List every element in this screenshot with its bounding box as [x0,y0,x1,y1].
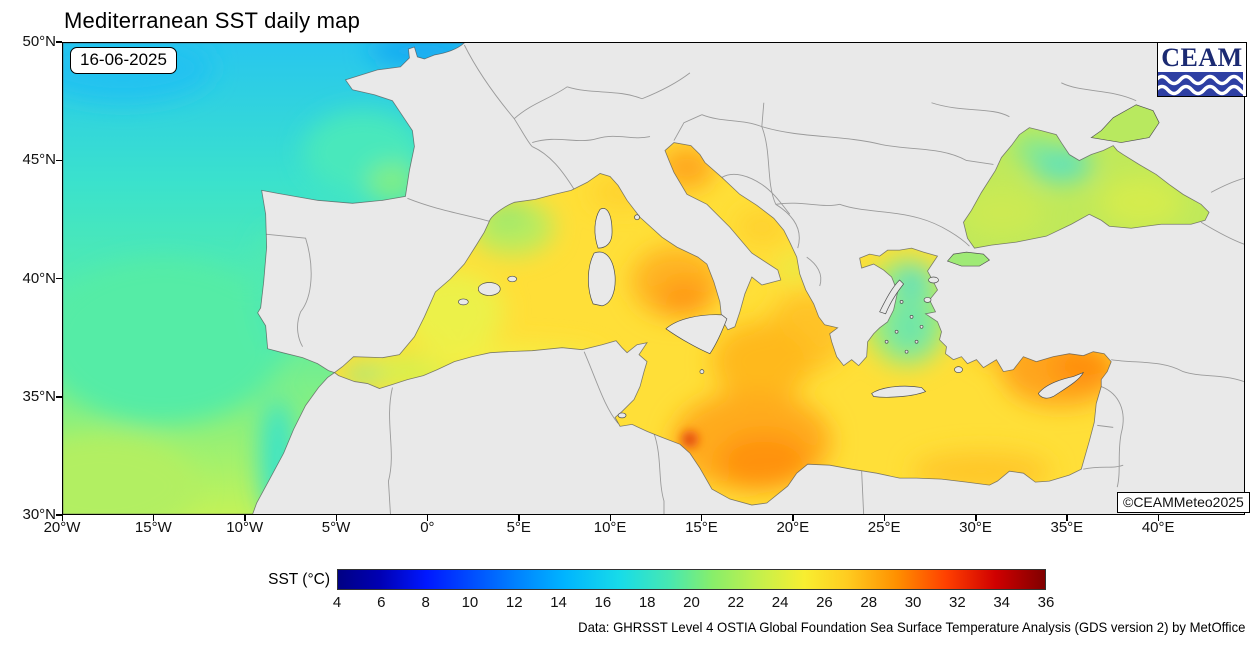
ceam-logo: CEAM [1157,42,1247,97]
x-tick-mark [426,515,429,521]
country-borders [265,44,1244,514]
map-plot-area [62,42,1245,515]
x-tick-label: 15°E [685,519,718,536]
colorbar-tick-label: 26 [816,594,833,611]
y-tick-label: 35°N [22,387,56,405]
x-tick-label: 40°E [1141,519,1175,536]
colorbar-tick-label: 14 [550,594,567,611]
sst-map [63,43,1244,514]
x-tick-label: 30°E [959,519,992,536]
y-tick-mark [56,277,62,280]
colorbar-tick-label: 20 [683,594,700,611]
colorbar-tick-label: 28 [860,594,878,611]
ceam-logo-text: CEAM [1161,43,1243,72]
x-tick-mark [152,515,155,521]
x-tick-label: 5°E [506,519,531,536]
x-tick-mark [883,515,886,521]
y-tick-label: 40°N [22,269,56,287]
colorbar-tick-label: 30 [904,594,922,611]
y-tick-label: 45°N [22,151,56,169]
y-tick-mark [56,41,62,43]
x-tick-label: 0° [420,519,435,536]
date-badge: 16-06-2025 [70,47,177,74]
colorbar [337,569,1046,590]
colorbar-tick-label: 16 [594,594,612,611]
page-title: Mediterranean SST daily map [64,8,361,33]
islands [457,208,1084,419]
data-attribution: Data: GHRSST Level 4 OSTIA Global Founda… [577,620,1245,635]
colorbar-tick-label: 10 [461,594,479,611]
x-tick-label: 20°E [776,519,810,536]
colorbar-tick-label: 22 [727,594,745,611]
colorbar-tick-label: 18 [638,594,656,611]
x-tick-mark [335,515,338,521]
x-tick-mark [1066,515,1068,521]
colorbar-tick-label: 6 [377,594,386,611]
colorbar-tick-label: 8 [421,594,430,611]
x-tick-mark [609,515,612,521]
x-tick-label: 35°E [1050,519,1084,536]
copyright-watermark: ©CEAMMeteo2025 [1117,492,1250,513]
colorbar-tick-label: 24 [771,594,789,611]
colorbar-tick-label: 32 [949,594,966,611]
colorbar-label: SST (°C) [268,571,330,588]
x-tick-mark [792,515,794,521]
x-tick-label: 25°E [867,519,901,536]
colorbar-tick-label: 4 [332,594,342,611]
colorbar-tick-label: 36 [1037,594,1055,611]
x-tick-label: 10°W [226,519,264,536]
colorbar-tick-label: 12 [505,594,523,611]
x-tick-mark [700,515,703,521]
x-tick-label: 10°E [593,519,627,536]
x-tick-mark [1157,515,1160,521]
y-tick-label: 50°N [22,33,56,50]
colorbar-tick-label: 34 [993,594,1011,611]
x-tick-mark [61,515,63,521]
y-tick-label: 30°N [22,506,56,523]
y-tick-mark [56,159,62,161]
x-tick-mark [244,515,246,521]
x-tick-label: 15°W [134,519,172,536]
x-tick-mark [975,515,977,521]
x-tick-mark [518,515,520,521]
x-tick-label: 5°W [321,519,351,536]
y-tick-mark [56,514,62,516]
y-tick-mark [56,396,62,398]
ceam-wave-icon [1158,72,1243,96]
x-tick-label: 20°W [43,519,81,536]
